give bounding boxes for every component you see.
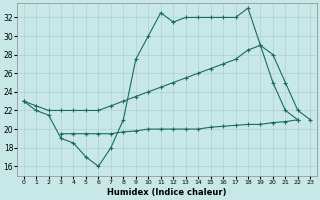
X-axis label: Humidex (Indice chaleur): Humidex (Indice chaleur) — [107, 188, 227, 197]
